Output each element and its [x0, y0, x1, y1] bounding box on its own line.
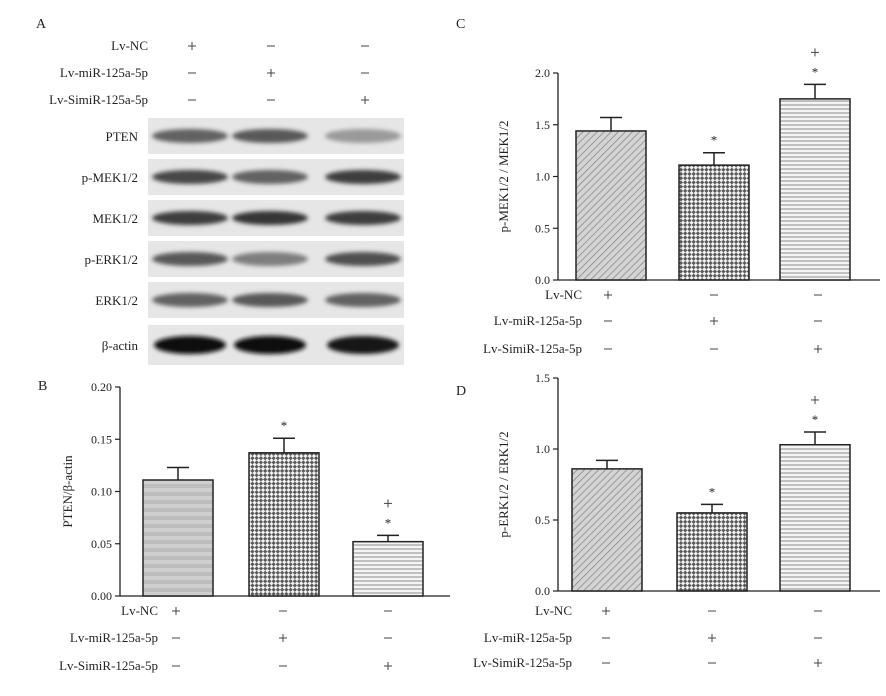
- panel-a-sign-1-1: [267, 69, 275, 77]
- blot-band-0-1: [232, 129, 308, 143]
- panel-label-a: A: [36, 17, 47, 32]
- blot-band-5-2: [327, 336, 399, 354]
- panel-a-sign-0-0: [188, 42, 196, 50]
- blot-band-3-1: [232, 252, 308, 266]
- blot-label-4: ERK1/2: [95, 293, 138, 308]
- panel-label-d: D: [456, 384, 466, 399]
- blot-band-2-2: [325, 211, 401, 225]
- significance-mark-2-0: *: [385, 515, 392, 530]
- blot-band-2-0: [152, 211, 228, 225]
- blot-row-5: β-actin: [102, 325, 404, 365]
- bar-1: [676, 512, 748, 592]
- panel-a-group-label-2: Lv-SimiR-125a-5p: [49, 92, 148, 107]
- significance-mark-2-0: *: [812, 64, 819, 79]
- y-tick-label-4: 0.20: [91, 380, 112, 394]
- blot-row-1: p-MEK1/2: [82, 159, 404, 195]
- y-tick-label-1: 0.5: [535, 221, 550, 235]
- y-axis-label: p-ERK1/2 / ERK1/2: [496, 431, 511, 537]
- y-tick-label-3: 0.15: [91, 432, 112, 446]
- bar-0: [571, 468, 643, 592]
- y-axis-label: PTEN/β-actin: [60, 455, 75, 528]
- condition-sign-0-0: [604, 291, 612, 299]
- group-label-2: Lv-SimiR-125a-5p: [473, 655, 572, 670]
- blot-band-5-0: [154, 336, 226, 354]
- blot-row-2: MEK1/2: [93, 200, 404, 236]
- condition-sign-1-1: [710, 317, 718, 325]
- blot-row-3: p-ERK1/2: [85, 241, 404, 277]
- blot-band-1-0: [152, 170, 228, 184]
- bar-0: [575, 130, 647, 281]
- y-tick-label-2: 1.0: [535, 170, 550, 184]
- blot-row-0: PTEN: [106, 118, 404, 154]
- bar-2: [779, 98, 851, 281]
- panel-label-b: B: [38, 379, 47, 394]
- blot-label-0: PTEN: [106, 129, 139, 144]
- blot-label-2: MEK1/2: [93, 211, 139, 226]
- y-tick-label-3: 1.5: [535, 371, 550, 385]
- group-label-2: Lv-SimiR-125a-5p: [483, 341, 582, 356]
- blot-band-4-2: [325, 293, 401, 307]
- group-label-0: Lv-NC: [535, 603, 572, 618]
- blot-band-3-0: [152, 252, 228, 266]
- group-label-0: Lv-NC: [121, 603, 158, 618]
- significance-mark-2-0: *: [812, 412, 819, 427]
- significance-mark-1-0: *: [711, 133, 718, 148]
- blot-band-0-2: [325, 129, 401, 143]
- group-label-1: Lv-miR-125a-5p: [484, 630, 572, 645]
- blot-band-5-1: [234, 336, 306, 354]
- bar-1: [678, 164, 750, 281]
- blot-band-0-0: [152, 129, 228, 143]
- group-label-1: Lv-miR-125a-5p: [494, 313, 582, 328]
- chart-panel-d: D 0.0 0.5 1.0 1.5 p-ERK1/2 / ERK1/2 * * Lv-NC Lv-…: [456, 371, 880, 670]
- significance-mark-2-1: [811, 48, 819, 57]
- panel-a-group-label-1: Lv-miR-125a-5p: [60, 65, 148, 80]
- bar-0: [142, 479, 214, 597]
- y-tick-label-2: 0.10: [91, 485, 112, 499]
- condition-sign-2-2: [814, 345, 822, 353]
- blot-band-1-1: [232, 170, 308, 184]
- condition-sign-0-0: [172, 607, 180, 615]
- bar-2: [352, 540, 424, 597]
- condition-sign-1-1: [279, 634, 287, 642]
- y-tick-label-0: 0.00: [91, 589, 112, 603]
- blot-band-4-0: [152, 293, 228, 307]
- y-tick-label-1: 0.5: [535, 513, 550, 527]
- blot-label-1: p-MEK1/2: [82, 170, 138, 185]
- panel-a-group-label-0: Lv-NC: [111, 38, 148, 53]
- y-tick-label-0: 0.0: [535, 273, 550, 287]
- blot-row-4: ERK1/2: [95, 282, 404, 318]
- blot-band-4-1: [232, 293, 308, 307]
- blot-band-3-2: [325, 252, 401, 266]
- chart-panel-b: B 0.00 0.05 0.10 0.15 0.20 PTEN/β-actin * * Lv-NC…: [38, 379, 450, 673]
- significance-mark-2-1: [384, 499, 392, 508]
- blot-label-5: β-actin: [102, 338, 139, 353]
- y-axis-label: p-MEK1/2 / MEK1/2: [496, 121, 511, 233]
- y-tick-label-2: 1.0: [535, 442, 550, 456]
- blot-label-3: p-ERK1/2: [85, 252, 138, 267]
- group-label-2: Lv-SimiR-125a-5p: [59, 658, 158, 673]
- y-tick-label-3: 1.5: [535, 118, 550, 132]
- condition-sign-0-0: [602, 607, 610, 615]
- group-label-1: Lv-miR-125a-5p: [70, 630, 158, 645]
- bar-2: [779, 443, 851, 592]
- blot-band-1-2: [325, 170, 401, 184]
- condition-sign-2-2: [814, 659, 822, 667]
- y-tick-label-1: 0.05: [91, 537, 112, 551]
- significance-mark-1-0: *: [281, 418, 288, 433]
- group-label-0: Lv-NC: [545, 287, 582, 302]
- blot-band-2-1: [232, 211, 308, 225]
- bar-1: [248, 452, 320, 597]
- significance-mark-2-1: [811, 395, 819, 404]
- chart-panel-c: C 0.0 0.5 1.0 1.5 2.0 p-MEK1/2 / MEK1/2 * * Lv-NC…: [456, 17, 880, 356]
- condition-sign-1-1: [708, 634, 716, 642]
- y-tick-label-0: 0.0: [535, 584, 550, 598]
- panel-a-sign-2-2: [361, 96, 369, 104]
- significance-mark-1-0: *: [709, 484, 716, 499]
- y-tick-label-4: 2.0: [535, 66, 550, 80]
- panel-label-c: C: [456, 17, 465, 32]
- condition-sign-2-2: [384, 662, 392, 670]
